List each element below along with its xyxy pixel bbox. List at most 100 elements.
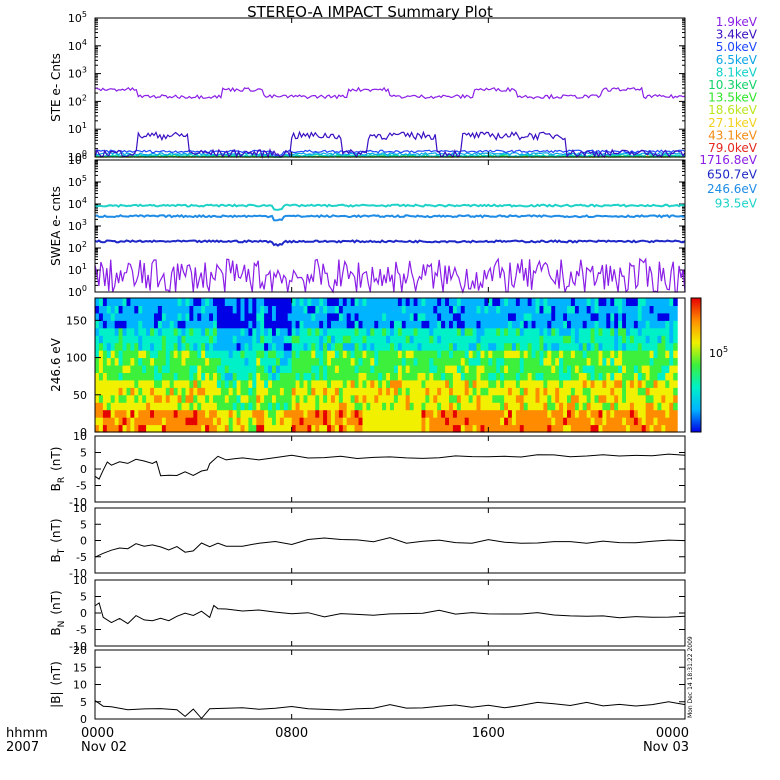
pad-heatmap-cell (567, 394, 572, 403)
pad-heatmap-cell (138, 365, 143, 373)
pad-heatmap-cell (224, 350, 230, 359)
pad-heatmap-cell (582, 350, 588, 359)
pad-heatmap-cell (338, 387, 344, 396)
pad-heatmap-cell (244, 365, 249, 373)
pad-heatmap-cell (590, 387, 596, 396)
pad-heatmap-cell (673, 320, 678, 329)
pad-heatmap-cell (350, 372, 356, 381)
pad-heatmap-cell (213, 379, 218, 388)
pad-heatmap-cell (256, 372, 261, 381)
pad-heatmap-cell (480, 409, 485, 418)
pad-heatmap-cell (602, 305, 607, 314)
pad-heatmap-cell (622, 342, 627, 351)
pad-heatmap-cell (421, 379, 426, 388)
pad-heatmap-cell (126, 357, 131, 366)
pad-heatmap-cell (610, 312, 615, 321)
pad-heatmap-cell (283, 417, 289, 426)
pad-heatmap-cell (661, 394, 666, 403)
pad-heatmap-cell (633, 387, 639, 396)
pad-heatmap-cell (161, 342, 167, 351)
pad-heatmap-cell (134, 379, 139, 388)
pad-heatmap-cell (484, 424, 489, 433)
pad-heatmap-cell (555, 327, 560, 336)
pad-heatmap-cell (665, 365, 670, 373)
pad-heatmap-cell (657, 387, 662, 396)
pad-heatmap-cell (445, 365, 450, 373)
pad-heatmap-cell (413, 417, 419, 426)
pad-heatmap-cell (622, 379, 627, 388)
pad-heatmap-cell (551, 379, 556, 388)
pad-heatmap-cell (614, 327, 619, 336)
pad-heatmap-cell (445, 357, 450, 366)
pad-heatmap-cell (146, 305, 151, 314)
pad-heatmap-cell (397, 312, 403, 321)
pad-heatmap-cell (606, 387, 611, 396)
pad-heatmap-cell (464, 424, 470, 433)
pad-heatmap-cell (508, 298, 513, 306)
pad-heatmap-cell (327, 387, 332, 396)
pad-heatmap-cell (323, 335, 328, 344)
pad-heatmap-cell (425, 417, 430, 426)
pad-heatmap-cell (641, 342, 647, 351)
pad-heatmap-cell (460, 379, 466, 388)
swea-ytick-label: 100 (68, 284, 87, 299)
pad-heatmap-cell (240, 350, 245, 359)
pad-heatmap-cell (358, 409, 363, 418)
pad-heatmap-cell (146, 327, 151, 336)
pad-heatmap-cell (327, 312, 332, 321)
pad-heatmap-cell (378, 409, 383, 418)
pad-heatmap-cell (102, 357, 108, 366)
pad-heatmap-cell (492, 372, 497, 381)
pad-heatmap-cell (205, 379, 210, 388)
pad-heatmap-cell (515, 342, 521, 351)
pad-heatmap-cell (307, 409, 312, 418)
pad-heatmap-cell (433, 387, 438, 396)
pad-heatmap-cell (102, 350, 108, 359)
pad-heatmap-cell (216, 372, 222, 381)
pad-heatmap-cell (311, 409, 316, 418)
pad-heatmap-cell (362, 417, 367, 426)
pad-heatmap-cell (531, 417, 537, 426)
pad-heatmap-cell (98, 335, 104, 344)
pad-heatmap-cell (362, 402, 367, 411)
pad-heatmap-cell (468, 320, 474, 329)
pad-heatmap-cell (366, 357, 371, 366)
pad-heatmap-cell (673, 357, 678, 366)
pad-heatmap-cell (291, 357, 297, 366)
pad-heatmap-cell (146, 350, 151, 359)
pad-heatmap-cell (370, 350, 375, 359)
pad-heatmap-cell (342, 320, 348, 329)
ste-ytick-label: 102 (68, 93, 87, 108)
pad-heatmap-cell (252, 417, 257, 426)
pad-heatmap-cell (272, 379, 277, 388)
pad-heatmap-cell (177, 357, 183, 366)
pad-heatmap-cell (504, 402, 509, 411)
pad-heatmap-cell (445, 335, 450, 344)
pad-heatmap-cell (315, 387, 320, 396)
pad-heatmap-cell (472, 402, 478, 411)
pad-heatmap-cell (138, 372, 143, 381)
pad-heatmap-cell (515, 424, 521, 433)
pad-heatmap-cell (496, 424, 501, 433)
swea-series-line (94, 203, 686, 211)
pad-heatmap-cell (409, 320, 415, 329)
pad-heatmap-cell (338, 402, 344, 411)
pad-heatmap-cell (397, 327, 403, 336)
pad-heatmap-cell (224, 335, 230, 344)
pad-heatmap-cell (397, 424, 403, 433)
pad-heatmap-cell (142, 305, 147, 314)
pad-heatmap-cell (590, 312, 596, 321)
pad-heatmap-cell (614, 417, 619, 426)
pad-heatmap-cell (618, 409, 623, 418)
pad-heatmap-cell (614, 424, 619, 433)
pad-heatmap-cell (334, 342, 340, 351)
pad-heatmap-cell (193, 342, 198, 351)
pad-heatmap-cell (146, 342, 151, 351)
pad-heatmap-cell (154, 387, 159, 396)
pad-heatmap-cell (504, 305, 509, 314)
pad-heatmap-cell (342, 357, 348, 366)
pad-heatmap-cell (614, 342, 619, 351)
pad-heatmap-cell (523, 305, 529, 314)
pad-heatmap-cell (95, 409, 100, 418)
pad-heatmap-cell (468, 327, 474, 336)
